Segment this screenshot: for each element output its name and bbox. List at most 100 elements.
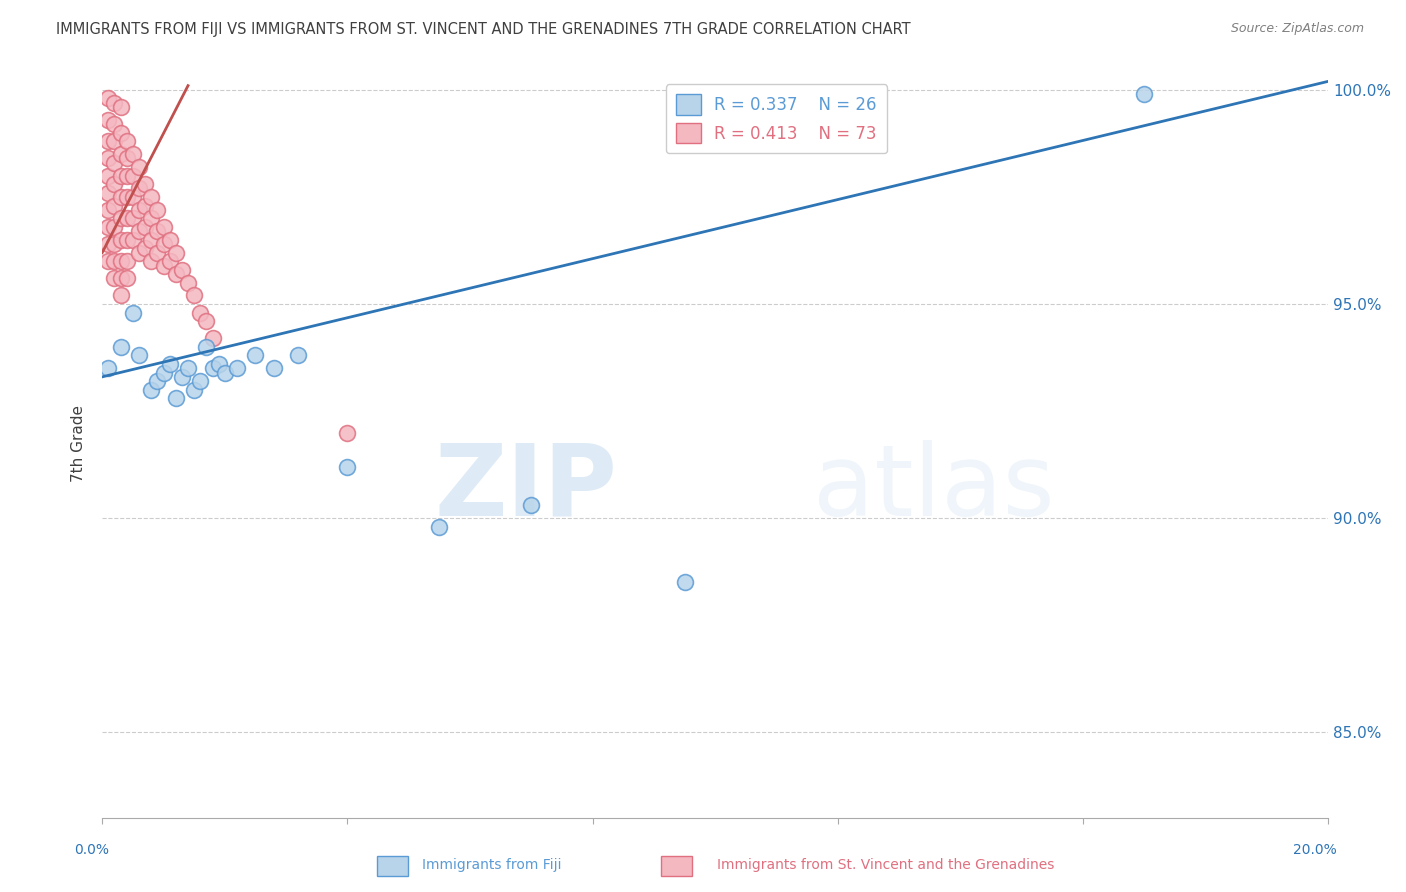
Point (195, 340, 218, 354)
Point (97, 219, 120, 234)
Point (103, 155, 125, 169)
Point (152, 366, 174, 380)
Point (165, 267, 187, 281)
Text: 0.0%: 0.0% (75, 843, 108, 857)
Point (188, 374, 211, 388)
Point (110, 211, 132, 226)
Point (146, 224, 169, 238)
Point (141, 211, 163, 226)
Point (159, 233, 181, 247)
Point (263, 361, 285, 376)
Point (97, 91, 120, 105)
Point (103, 198, 125, 212)
Point (208, 357, 231, 371)
Point (110, 271, 132, 285)
Point (170, 262, 193, 277)
Point (110, 169, 132, 183)
Point (110, 233, 132, 247)
Point (97, 112, 120, 127)
Point (110, 340, 132, 354)
Point (226, 361, 249, 376)
Point (177, 361, 200, 376)
Point (183, 383, 205, 397)
Point (97, 169, 120, 183)
Point (336, 459, 359, 474)
Point (128, 224, 150, 238)
Point (673, 575, 696, 590)
Point (115, 233, 138, 247)
Point (152, 237, 174, 252)
Point (103, 271, 125, 285)
Point (97, 237, 120, 252)
Point (110, 288, 132, 302)
Point (183, 288, 205, 302)
Point (128, 202, 150, 217)
Point (134, 177, 156, 191)
Point (146, 245, 169, 260)
Point (128, 181, 150, 195)
Point (115, 152, 138, 166)
Point (110, 126, 132, 140)
Y-axis label: 7th Grade: 7th Grade (72, 405, 86, 482)
Point (103, 219, 125, 234)
Point (110, 147, 132, 161)
Point (121, 190, 143, 204)
Point (245, 348, 267, 362)
Point (103, 117, 125, 131)
Text: atlas: atlas (813, 440, 1054, 537)
Point (152, 259, 174, 273)
Text: IMMIGRANTS FROM FIJI VS IMMIGRANTS FROM ST. VINCENT AND THE GRENADINES 7TH GRADE: IMMIGRANTS FROM FIJI VS IMMIGRANTS FROM … (56, 22, 911, 37)
Point (141, 190, 163, 204)
Point (110, 190, 132, 204)
Point (159, 254, 181, 268)
Point (103, 254, 125, 268)
Point (128, 245, 150, 260)
Point (115, 190, 138, 204)
Point (115, 169, 138, 183)
Point (97, 186, 120, 200)
Point (121, 233, 143, 247)
Point (287, 348, 309, 362)
Point (97, 152, 120, 166)
Point (115, 271, 138, 285)
Point (121, 169, 143, 183)
Point (97, 361, 120, 376)
Point (201, 331, 224, 345)
Point (201, 361, 224, 376)
Text: ZIP: ZIP (434, 440, 617, 537)
Point (170, 369, 193, 384)
Point (110, 254, 132, 268)
Point (128, 160, 150, 174)
Point (336, 425, 359, 440)
Point (121, 305, 143, 319)
Point (121, 211, 143, 226)
Point (103, 237, 125, 252)
Legend: R = 0.337    N = 26, R = 0.413    N = 73: R = 0.337 N = 26, R = 0.413 N = 73 (666, 85, 887, 153)
Point (214, 366, 236, 380)
Point (97, 134, 120, 148)
Point (520, 498, 543, 512)
Text: Immigrants from St. Vincent and the Grenadines: Immigrants from St. Vincent and the Gren… (717, 858, 1054, 872)
Text: Immigrants from Fiji: Immigrants from Fiji (422, 858, 562, 872)
Point (146, 202, 169, 217)
Point (427, 520, 450, 534)
Point (141, 233, 163, 247)
Point (121, 147, 143, 161)
Point (134, 241, 156, 255)
Point (141, 254, 163, 268)
Point (97, 202, 120, 217)
Point (103, 177, 125, 191)
Point (103, 134, 125, 148)
Point (128, 348, 150, 362)
Point (165, 245, 187, 260)
Point (159, 357, 181, 371)
Point (141, 383, 163, 397)
Point (110, 100, 132, 114)
Point (134, 219, 156, 234)
Point (152, 219, 174, 234)
Point (146, 374, 169, 388)
Point (115, 211, 138, 226)
Point (195, 314, 218, 328)
Point (177, 276, 200, 290)
Point (1133, 87, 1156, 102)
